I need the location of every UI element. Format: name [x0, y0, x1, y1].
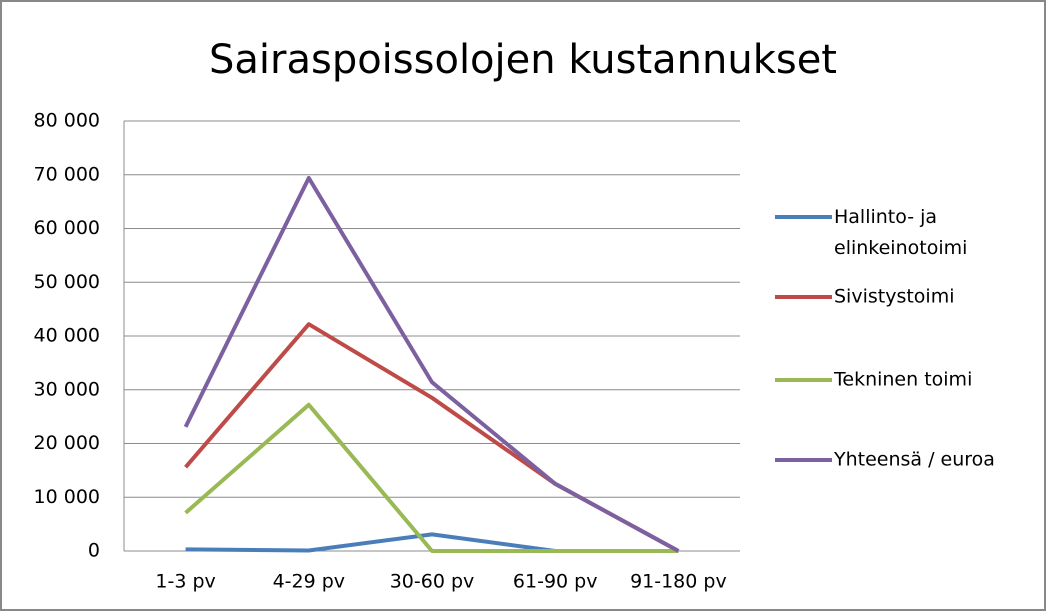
- y-tick-label: 70 000: [34, 163, 100, 185]
- x-tick-label: 61-90 pv: [513, 571, 598, 593]
- legend-label: Hallinto- ja elinkeinotoimi: [834, 206, 967, 259]
- y-tick-label: 80 000: [34, 110, 100, 132]
- y-tick-label: 40 000: [34, 325, 100, 347]
- chart-title: Sairaspoissolojen kustannukset: [209, 37, 837, 83]
- legend-label: Tekninen toimi: [833, 369, 972, 391]
- y-tick-label: 50 000: [34, 271, 100, 293]
- y-tick-label: 20 000: [34, 432, 100, 454]
- x-tick-label: 1-3 pv: [155, 571, 215, 593]
- y-tick-label: 60 000: [34, 217, 100, 239]
- series-line: [183, 175, 680, 553]
- legend-label: Yhteensä / euroa: [833, 449, 995, 471]
- series-line: [184, 402, 679, 553]
- y-tick-label: 30 000: [34, 378, 100, 400]
- x-tick-label: 30-60 pv: [390, 571, 475, 593]
- y-tick-label: 10 000: [34, 486, 100, 508]
- legend-label: Sivistystoimi: [834, 286, 955, 308]
- y-tick-label: 0: [88, 540, 100, 562]
- x-tick-label: 4-29 pv: [273, 571, 345, 593]
- x-tick-label: 91-180 pv: [630, 571, 727, 593]
